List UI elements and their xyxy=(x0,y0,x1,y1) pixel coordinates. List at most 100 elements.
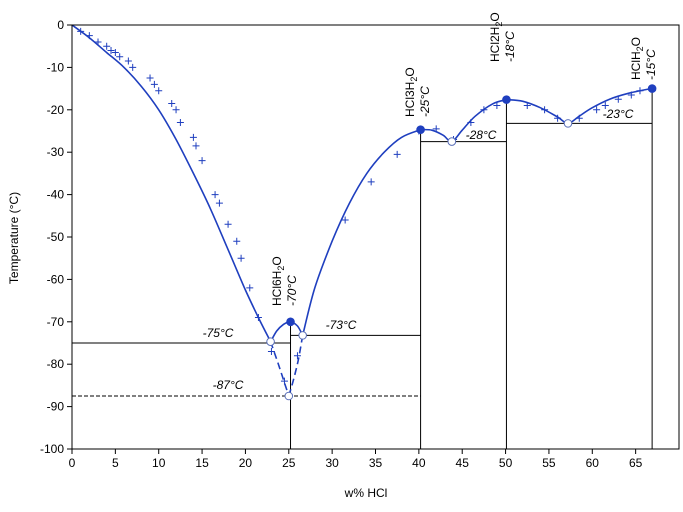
measured-points xyxy=(77,27,644,385)
x-tick-label: 30 xyxy=(325,456,339,470)
x-tick-label: 55 xyxy=(542,456,556,470)
y-tick-label: 0 xyxy=(57,18,64,32)
data-point xyxy=(146,74,154,82)
y-tick-label: -60 xyxy=(47,272,65,286)
data-point xyxy=(198,157,206,165)
data-point xyxy=(224,220,232,228)
hydrate-label-2h2o: HCl2H2O -18°C xyxy=(488,12,517,62)
liquidus-curves xyxy=(71,24,653,397)
liquidus-series xyxy=(288,335,304,397)
data-point xyxy=(293,352,301,360)
data-point xyxy=(467,119,475,127)
congruent-point xyxy=(286,317,295,327)
x-tick-label: 35 xyxy=(369,456,383,470)
data-point xyxy=(601,102,609,110)
congruent-point xyxy=(647,84,657,93)
y-tick-label: -40 xyxy=(47,188,65,202)
data-point xyxy=(237,254,245,262)
data-point xyxy=(189,133,197,141)
data-point xyxy=(168,99,176,107)
hydrate-label-3h2o: HCl3H2O -25°C xyxy=(403,67,432,117)
svg-text:-18°C: -18°C xyxy=(503,31,517,62)
y-tick-label: -80 xyxy=(47,357,65,371)
reference-lines xyxy=(72,88,653,449)
x-tick-label: 25 xyxy=(282,456,296,470)
data-point xyxy=(192,142,200,150)
data-point xyxy=(215,199,223,207)
data-point xyxy=(85,32,93,40)
hydrate-label-h2o: HClH2O -15°C xyxy=(629,37,658,80)
svg-text:HCl6H2O: HCl6H2O xyxy=(270,256,286,306)
data-point xyxy=(246,284,254,292)
eutectic-point xyxy=(284,391,294,401)
eutectic-point xyxy=(563,119,573,128)
annotation-minus28: -28°C xyxy=(466,128,497,142)
data-point xyxy=(111,49,119,57)
annotation-minus87: -87°C xyxy=(213,378,244,392)
hydrate-label-6h2o: HCl6H2O -70°C xyxy=(270,256,299,306)
y-tick-label: -90 xyxy=(47,400,65,414)
data-point xyxy=(103,42,111,50)
axes: 0 5 10 15 20 25 30 35 40 45 50 55 60 65 0 -10 -20 -30 -40 -… xyxy=(40,18,643,470)
eutectic-point xyxy=(447,137,457,146)
congruent-point xyxy=(416,125,425,135)
eutectic-point xyxy=(266,337,275,347)
data-point xyxy=(150,80,158,88)
data-point xyxy=(480,106,488,114)
data-point xyxy=(129,63,137,71)
data-point xyxy=(493,102,501,110)
data-point xyxy=(124,57,132,65)
x-tick-label: 45 xyxy=(456,456,470,470)
y-tick-label: -70 xyxy=(47,315,65,329)
data-point xyxy=(627,91,635,99)
data-point xyxy=(393,150,401,158)
svg-text:HCl3H2O: HCl3H2O xyxy=(403,67,419,117)
x-tick-label: 60 xyxy=(586,456,600,470)
y-tick-label: -20 xyxy=(47,103,65,117)
svg-text:HClH2O: HClH2O xyxy=(629,37,645,80)
y-tick-label: -50 xyxy=(47,230,65,244)
data-point xyxy=(341,216,349,224)
liquidus-series xyxy=(420,98,507,143)
x-tick-label: 0 xyxy=(69,456,76,470)
data-point xyxy=(593,106,601,114)
data-point xyxy=(523,102,531,110)
x-tick-label: 65 xyxy=(629,456,643,470)
y-tick-label: -30 xyxy=(47,145,65,159)
eutectic-point xyxy=(298,331,307,340)
data-point xyxy=(554,114,562,122)
annotation-minus23: -23°C xyxy=(603,107,634,121)
data-point xyxy=(636,87,644,95)
svg-text:-15°C: -15°C xyxy=(644,49,658,80)
annotation-minus73: -73°C xyxy=(326,318,357,332)
liquidus-series xyxy=(301,128,421,336)
x-tick-label: 50 xyxy=(499,456,513,470)
plot-frame xyxy=(71,24,680,450)
data-point xyxy=(77,27,85,35)
y-axis-title: Temperature (°C) xyxy=(7,192,21,284)
x-tick-label: 20 xyxy=(239,456,253,470)
svg-text:HCl2H2O: HCl2H2O xyxy=(488,12,504,62)
data-point xyxy=(176,119,184,127)
y-tick-label: -10 xyxy=(47,60,65,74)
x-axis-title: w% HCl xyxy=(344,486,388,500)
liquidus-series xyxy=(269,341,290,397)
data-point xyxy=(614,95,622,103)
liquidus-series xyxy=(269,320,304,343)
x-tick-label: 40 xyxy=(412,456,426,470)
y-tick-label: -100 xyxy=(40,442,64,456)
data-point xyxy=(575,114,583,122)
data-point xyxy=(254,314,262,322)
data-point xyxy=(94,38,102,46)
data-point xyxy=(107,46,115,54)
data-point xyxy=(172,106,180,114)
annotation-minus75: -75°C xyxy=(203,326,234,340)
svg-text:-25°C: -25°C xyxy=(418,86,432,117)
data-point xyxy=(267,347,275,355)
data-point xyxy=(280,377,288,385)
data-point xyxy=(432,125,440,133)
data-point xyxy=(116,53,124,61)
x-tick-label: 10 xyxy=(152,456,166,470)
data-point xyxy=(367,178,375,186)
